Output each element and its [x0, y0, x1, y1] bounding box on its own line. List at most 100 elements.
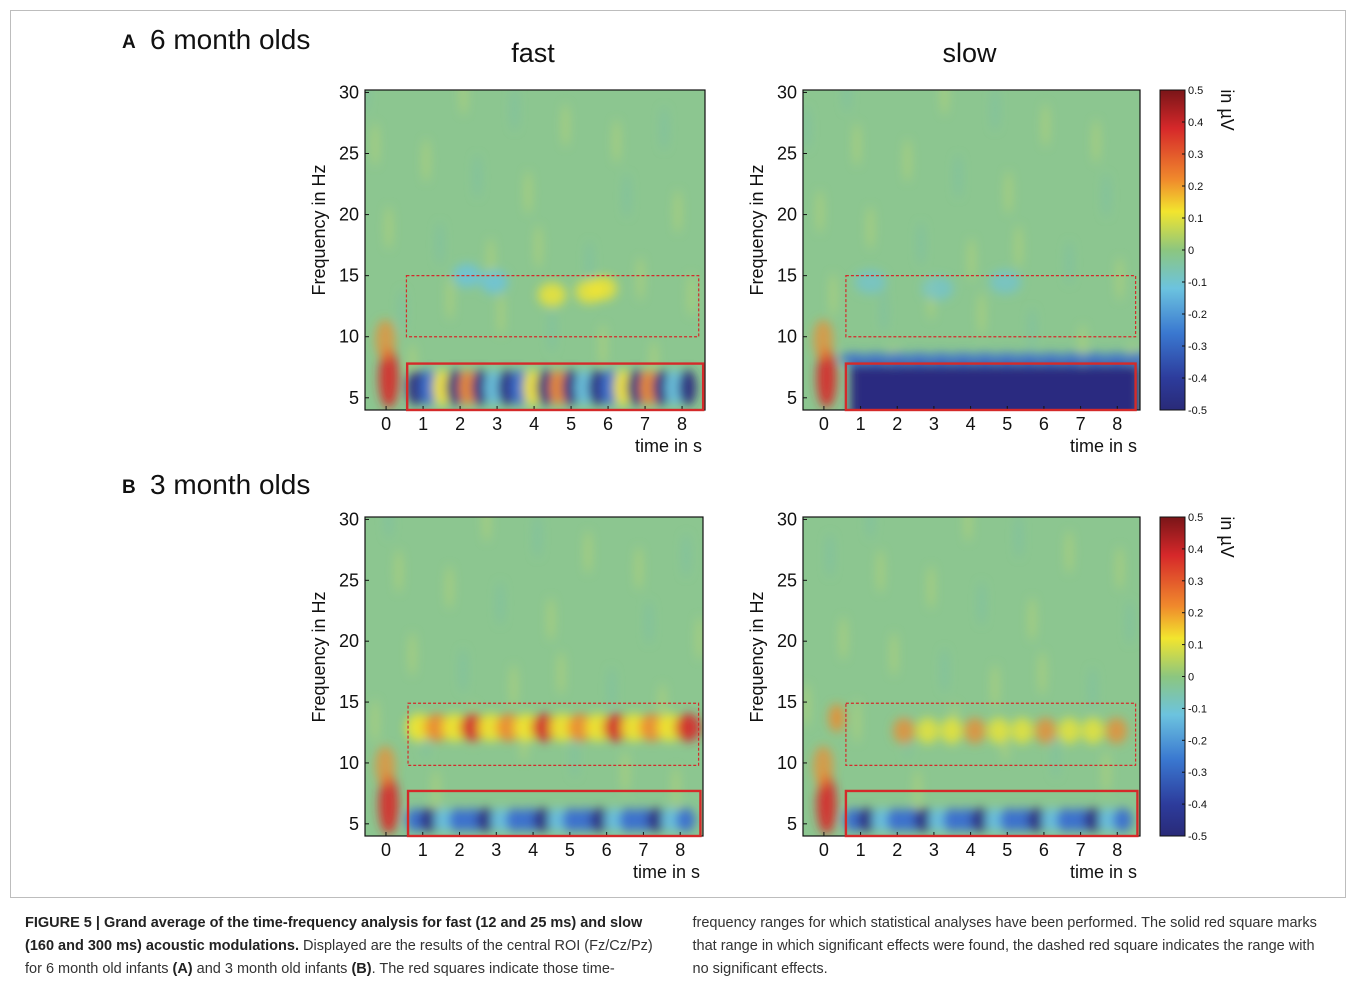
blob — [441, 713, 468, 742]
streak — [880, 288, 887, 333]
y-tick-label: 15 — [777, 692, 797, 712]
y-tick-label: 5 — [787, 814, 797, 834]
heatmap-texture — [365, 90, 697, 408]
blob — [1014, 352, 1043, 365]
panel-letter: B — [122, 477, 136, 498]
blob — [1055, 808, 1076, 833]
y-tick-label: 5 — [349, 388, 359, 408]
x-tick-label: 0 — [381, 414, 391, 434]
x-tick-label: 6 — [603, 414, 613, 434]
blob — [621, 713, 648, 742]
blob — [674, 713, 701, 742]
panel-title: 3 month olds — [150, 469, 310, 500]
colorbar-tick-label: 0.3 — [1188, 576, 1203, 588]
blob — [561, 808, 582, 833]
x-tick-label: 4 — [966, 414, 976, 434]
blob — [942, 808, 963, 833]
streak — [917, 221, 924, 266]
y-tick-label: 30 — [339, 82, 359, 102]
blob — [1081, 717, 1104, 744]
colorbar — [1159, 89, 1186, 411]
colorbar-tick-label: -0.4 — [1188, 799, 1207, 811]
streak — [558, 651, 565, 696]
y-tick-label: 20 — [339, 631, 359, 651]
streak — [955, 154, 962, 199]
streak — [623, 173, 630, 218]
blob — [900, 808, 921, 833]
plot-title: slow — [942, 38, 997, 68]
blob — [1098, 808, 1119, 833]
streak — [460, 90, 467, 116]
blob — [378, 774, 399, 835]
y-tick-label: 20 — [339, 205, 359, 225]
blob — [495, 713, 522, 742]
blob — [638, 713, 665, 742]
blob — [445, 369, 464, 406]
streak — [608, 667, 615, 712]
colorbar — [1159, 516, 1186, 837]
x-tick-label: 7 — [638, 840, 648, 860]
blob — [956, 808, 977, 833]
blob — [613, 369, 632, 406]
panel-letter: A — [122, 32, 136, 53]
x-tick-label: 5 — [565, 840, 575, 860]
streak — [965, 517, 972, 543]
blob — [510, 369, 529, 406]
streak — [928, 565, 935, 610]
x-tick-label: 7 — [1076, 414, 1086, 434]
streak — [372, 699, 379, 744]
caption-text: FIGURE 5 | Grand average of the time-fre… — [25, 915, 643, 954]
blob — [1084, 808, 1105, 833]
blob — [562, 369, 581, 406]
blob — [590, 808, 611, 833]
caption-text: Displayed are the results of the central… — [25, 938, 653, 977]
blob — [665, 369, 684, 406]
dashed-box — [845, 702, 1137, 766]
streak — [474, 154, 481, 199]
streak — [1029, 308, 1036, 352]
blob — [639, 369, 658, 406]
streak — [1126, 600, 1133, 645]
dashed-box — [407, 702, 700, 766]
blob — [985, 808, 1006, 833]
blob — [490, 808, 511, 833]
solid-box — [406, 789, 702, 838]
blob — [375, 319, 396, 360]
streak — [1042, 103, 1049, 148]
blob — [480, 270, 509, 294]
x-tick-label: 5 — [1002, 414, 1012, 434]
y-tick-label: 5 — [349, 814, 359, 834]
blob — [893, 717, 916, 744]
blob — [916, 717, 939, 744]
blob — [940, 717, 963, 744]
blob — [1041, 808, 1062, 833]
streak — [992, 90, 999, 132]
heatmap-texture — [372, 517, 703, 835]
dashed-box — [405, 275, 700, 338]
streak — [436, 221, 443, 266]
colorbar-tick-label: 0.1 — [1188, 640, 1203, 652]
caption-text: . The red squares indicate those time-fr… — [371, 915, 1317, 977]
streak — [1116, 546, 1123, 591]
streak — [423, 138, 430, 183]
colorbar-tick-label: -0.3 — [1188, 341, 1207, 353]
solid-box — [844, 789, 1139, 838]
blob — [423, 713, 450, 742]
streak — [877, 549, 884, 594]
blob — [871, 808, 892, 833]
x-tick-label: 1 — [418, 840, 428, 860]
streak — [840, 616, 847, 661]
blob — [1027, 808, 1048, 833]
y-tick-label: 25 — [339, 570, 359, 590]
streak — [978, 292, 985, 336]
blob — [678, 369, 697, 406]
blob — [1013, 808, 1034, 833]
streak — [385, 205, 392, 250]
blob — [549, 713, 576, 742]
colorbar-tick-label: 0.4 — [1188, 544, 1203, 556]
x-tick-label: 3 — [929, 840, 939, 860]
streak — [1029, 597, 1036, 642]
x-tick-label: 6 — [1039, 414, 1049, 434]
